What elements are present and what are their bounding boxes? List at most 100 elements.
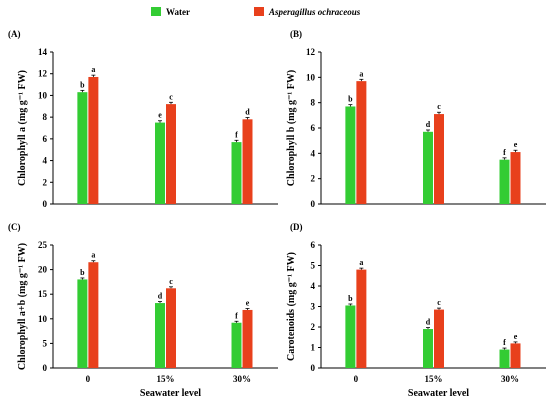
y-tick-label: 12 (306, 47, 316, 57)
significance-label: c (169, 92, 173, 101)
significance-label: e (158, 111, 162, 120)
x-tick-label: 0 (86, 374, 91, 384)
y-tick-label: 12 (38, 69, 48, 79)
significance-label: f (235, 311, 238, 320)
bar-aspergillus (434, 309, 444, 368)
significance-label: a (91, 65, 95, 74)
significance-label: a (91, 251, 95, 260)
y-tick-label: 0 (43, 363, 48, 373)
y-tick-label: 5 (311, 261, 316, 271)
panel-4: (D) 0 1 2 3 4 5 6 Carotenoids (mg g⁻¹ FW) b a 0 d c 15… (286, 222, 546, 399)
y-tick-label: 2 (311, 322, 316, 332)
bar-aspergillus (88, 262, 99, 368)
bar-aspergillus (88, 76, 99, 204)
bar-water (155, 122, 165, 204)
significance-label: f (235, 130, 238, 139)
panel-3: (C) 0 5 10 15 20 25 Chlorophyll a+b (mg g⁻¹ FW)… (8, 222, 278, 399)
y-tick-label: 10 (306, 72, 316, 82)
y-axis-label: Carotenoids (mg g⁻¹ FW) (286, 252, 297, 361)
bar-aspergillus (510, 152, 521, 204)
bar-aspergillus (434, 114, 444, 204)
significance-label: c (437, 298, 441, 307)
bar-water (345, 106, 356, 204)
y-tick-label: 4 (43, 156, 48, 166)
significance-label: b (348, 294, 353, 303)
legend-label-aspergillus: Asperagillus ochraceous (268, 7, 361, 17)
y-tick-label: 4 (311, 148, 316, 158)
significance-label: e (514, 140, 518, 149)
x-axis-label: Seawater level (140, 388, 201, 399)
legend-label-water: Water (166, 7, 190, 17)
bar-aspergillus (510, 343, 521, 368)
y-tick-label: 15 (38, 289, 48, 299)
bar-aspergillus (166, 104, 176, 204)
bar-aspergillus (242, 119, 253, 204)
bar-aspergillus (356, 81, 367, 204)
y-axis-label: Chlorophyll b (mg g⁻¹ FW) (286, 70, 297, 186)
panel-label: (B) (290, 29, 302, 39)
significance-label: e (246, 298, 250, 307)
significance-label: d (245, 107, 250, 116)
y-tick-label: 20 (38, 265, 48, 275)
bar-water (499, 159, 510, 204)
x-tick-label: 30% (501, 374, 519, 384)
x-tick-label: 15% (157, 374, 175, 384)
y-axis-label: Chlorophyll a (mg g⁻¹ FW) (17, 70, 28, 186)
panel-label: (C) (8, 222, 21, 232)
significance-label: c (437, 102, 441, 111)
significance-label: d (158, 292, 163, 301)
y-axis-label: Chlorophyll a+b (mg g⁻¹ FW) (17, 243, 28, 370)
y-tick-label: 14 (38, 47, 48, 57)
y-tick-label: 5 (43, 338, 48, 348)
y-tick-label: 0 (311, 363, 316, 373)
bar-water (77, 279, 88, 368)
bar-water (231, 322, 242, 368)
significance-label: a (359, 258, 363, 267)
y-tick-label: 6 (43, 134, 48, 144)
legend-swatch-aspergillus (254, 7, 264, 16)
y-tick-label: 1 (311, 343, 316, 353)
significance-label: f (503, 148, 506, 157)
bar-water (423, 131, 433, 204)
bar-water (345, 305, 356, 368)
bar-aspergillus (356, 269, 367, 368)
x-tick-label: 30% (233, 374, 251, 384)
y-tick-label: 25 (38, 240, 48, 250)
y-tick-label: 8 (311, 98, 316, 108)
significance-label: b (80, 268, 85, 277)
bar-water (499, 349, 510, 368)
y-tick-label: 4 (311, 281, 316, 291)
panel-label: (D) (290, 222, 303, 232)
significance-label: d (426, 318, 431, 327)
significance-label: b (80, 80, 85, 89)
bar-aspergillus (166, 288, 176, 368)
significance-label: f (503, 338, 506, 347)
y-tick-label: 2 (311, 174, 316, 184)
x-tick-label: 15% (425, 374, 443, 384)
significance-label: c (169, 277, 173, 286)
bar-water (155, 303, 165, 368)
y-tick-label: 0 (43, 199, 48, 209)
bar-aspergillus (242, 309, 253, 368)
panel-label: (A) (8, 29, 21, 39)
y-tick-label: 10 (38, 90, 48, 100)
panel-1: (A) 0 2 4 6 8 10 12 14 Chlorophyll a (mg g⁻¹ FW) b… (8, 29, 278, 209)
significance-label: b (348, 95, 353, 104)
bar-water (231, 142, 242, 204)
y-tick-label: 6 (311, 240, 316, 250)
y-tick-label: 0 (311, 199, 316, 209)
y-tick-label: 3 (311, 302, 316, 312)
y-tick-label: 8 (43, 112, 48, 122)
bar-water (423, 329, 433, 368)
significance-label: e (514, 332, 518, 341)
significance-label: a (359, 69, 363, 78)
y-tick-label: 2 (43, 177, 48, 187)
x-tick-label: 0 (354, 374, 359, 384)
x-axis-label: Seawater level (408, 388, 469, 399)
legend: Water Asperagillus ochraceous (151, 7, 361, 17)
legend-swatch-water (151, 7, 161, 16)
panel-2: (B) 0 2 4 6 8 10 12 Chlorophyll b (mg g⁻¹ FW) b a d… (286, 29, 546, 209)
bar-water (77, 92, 88, 204)
